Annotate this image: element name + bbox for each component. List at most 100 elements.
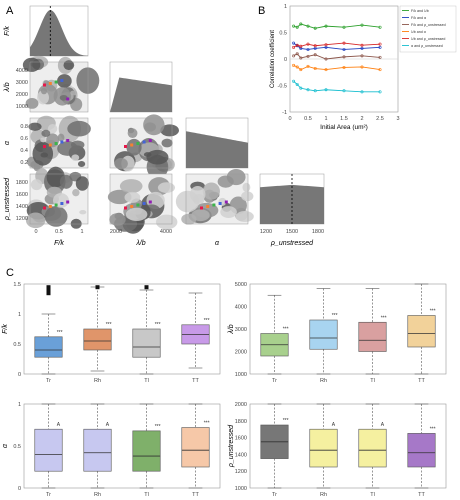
density-contour	[124, 191, 141, 203]
series-point	[299, 86, 303, 90]
series-point	[342, 55, 346, 59]
highlight-point	[66, 97, 70, 101]
y-tick-label: 0.2	[20, 160, 28, 166]
histogram-area	[186, 131, 248, 168]
col-axis-label: α	[215, 240, 220, 247]
series-point	[306, 64, 310, 68]
density-contour	[160, 124, 180, 137]
x-tick-label: 0.5	[304, 116, 312, 122]
series-point	[342, 89, 346, 93]
y-tick-label: 0.8	[20, 124, 28, 130]
density-contour	[25, 97, 39, 109]
density-contour	[25, 212, 46, 229]
density-contour	[63, 60, 75, 71]
density-contour	[125, 207, 148, 221]
y-axis-label: α	[2, 443, 9, 448]
box	[407, 433, 436, 468]
density-contour	[109, 213, 126, 226]
box	[34, 336, 63, 358]
category-label: Tr	[272, 378, 277, 384]
density-contour	[59, 94, 68, 101]
significance-label: A	[332, 422, 336, 428]
outlier-marks	[46, 285, 51, 296]
highlight-point	[60, 79, 64, 82]
highlight-point	[206, 205, 210, 208]
series-point	[378, 45, 382, 49]
category-label: Rh	[320, 492, 327, 498]
density-contour	[191, 209, 210, 222]
significance-label: ***	[283, 327, 289, 333]
series-point	[378, 25, 382, 29]
box	[358, 428, 387, 468]
series-point	[360, 90, 364, 94]
highlight-point	[142, 140, 146, 144]
density-contour	[30, 179, 43, 191]
highlight-point	[60, 140, 64, 144]
highlight-point	[218, 202, 222, 205]
significance-label: ***	[204, 318, 210, 324]
y-tick-label: 1000	[235, 372, 247, 378]
y-tick-label: 0.5	[13, 342, 21, 348]
highlight-point	[43, 145, 46, 148]
significance-label: ***	[381, 315, 387, 321]
series-point	[295, 25, 299, 29]
density-contour	[40, 137, 47, 143]
outlier-marks	[144, 285, 149, 290]
significance-label: A	[106, 422, 110, 428]
series-point	[378, 68, 382, 72]
legend-box	[399, 5, 457, 53]
y-tick-label: 1400	[235, 452, 247, 458]
box	[132, 430, 161, 472]
density-contour	[241, 191, 254, 202]
y-axis-label: Correlation coefficient	[270, 30, 276, 88]
series-point	[306, 24, 310, 28]
y-tick-label: 1800	[235, 419, 247, 425]
series-point	[292, 41, 296, 45]
significance-label: ***	[155, 322, 161, 328]
highlight-point	[136, 142, 140, 145]
scatter-frame	[29, 61, 89, 113]
row-axis-label: F/k	[4, 26, 11, 36]
density-contour	[28, 122, 42, 131]
category-label: Tl	[370, 492, 375, 498]
highlight-point	[124, 145, 127, 148]
series-line	[293, 80, 380, 93]
density-contour	[47, 123, 58, 134]
y-tick-label: 2000	[16, 92, 28, 98]
y-tick-label: 1800	[16, 180, 28, 186]
x-tick-label: 4000	[160, 229, 172, 235]
corner-plot: F/kλ/bαρ_unstressed40003000200010000.80.…	[4, 5, 325, 247]
series-point	[342, 65, 346, 69]
highlight-point	[66, 139, 70, 142]
series-point	[299, 44, 303, 48]
y-tick-label: 0.6	[20, 136, 28, 142]
series-point	[295, 82, 299, 86]
x-tick-label: 2.5	[376, 116, 384, 122]
y-tick-label: 5000	[235, 282, 247, 288]
y-axis-label: ρ_unstressed	[228, 424, 235, 468]
significance-label: A	[381, 422, 385, 428]
histogram-area	[110, 77, 172, 112]
highlight-point	[212, 203, 216, 207]
category-label: TT	[192, 492, 199, 498]
significance-label: ***	[106, 322, 112, 328]
density-contour	[146, 149, 169, 165]
density-contour	[161, 138, 173, 148]
correlation-chart: -1 -0.5 0 0.5 1 0 0.5 1 1.5 2 2.5 3 Initial Area (um…	[270, 4, 457, 131]
density-contour	[71, 154, 80, 162]
density-contour	[202, 182, 220, 200]
significance-label: ***	[155, 424, 161, 430]
highlight-point	[48, 82, 52, 85]
density-contour	[75, 176, 89, 191]
scatter-frame	[29, 173, 89, 225]
y-tick-label: 1200	[16, 216, 28, 222]
significance-label: A	[57, 422, 61, 428]
series-point	[313, 26, 317, 30]
x-axis-label: Initial Area (um²)	[320, 124, 368, 131]
series-point	[299, 22, 303, 26]
y-tick-label: 0	[18, 486, 21, 492]
density-contour	[57, 141, 78, 156]
highlight-point	[48, 143, 52, 147]
highlight-point	[60, 202, 64, 205]
x-tick-label: 1	[80, 229, 83, 235]
